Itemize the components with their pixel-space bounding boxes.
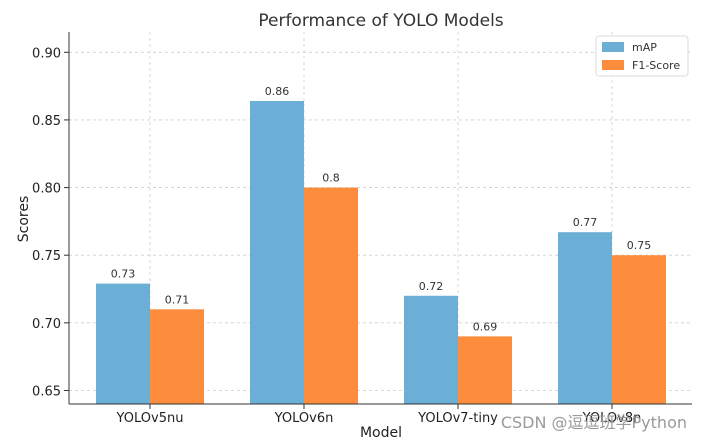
- bar-value-label: 0.75: [627, 239, 652, 252]
- y-ticks: 0.65 0.70 0.75 0.80 0.85 0.90: [32, 46, 69, 399]
- x-tick-label: YOLOv5nu: [116, 411, 184, 426]
- axes: [68, 32, 692, 405]
- bar-labels: 0.73 0.86 0.72 0.77 0.71 0.8 0.69 0.75: [111, 85, 652, 333]
- x-axis-label: Model: [360, 425, 402, 441]
- bar-f1-score: [304, 187, 358, 404]
- bar-f1-score: [150, 309, 204, 404]
- bar-map: [250, 100, 304, 405]
- y-tick-label: 0.80: [32, 182, 61, 197]
- bars: [96, 100, 666, 405]
- x-tick-label: YOLOv6n: [274, 411, 334, 426]
- legend-swatch: [602, 60, 624, 70]
- bar-value-label: 0.8: [322, 172, 340, 185]
- bar-f1-score: [612, 255, 666, 404]
- y-tick-label: 0.85: [32, 114, 61, 129]
- bar-value-label: 0.72: [419, 280, 444, 293]
- y-tick-label: 0.90: [32, 46, 61, 61]
- x-ticks: YOLOv5nu YOLOv6n YOLOv7-tiny YOLOv8n: [116, 404, 642, 426]
- legend-label: F1-Score: [632, 59, 680, 72]
- x-tick-label: YOLOv7-tiny: [417, 411, 498, 426]
- bar-f1-score: [458, 336, 512, 404]
- bar-map: [404, 295, 458, 404]
- bar-map: [96, 283, 150, 404]
- legend-swatch: [602, 42, 624, 52]
- bar-map: [558, 232, 612, 404]
- x-tick-label: YOLOv8n: [582, 411, 642, 426]
- y-axis-label: Scores: [16, 196, 32, 243]
- y-tick-label: 0.75: [32, 249, 61, 264]
- bar-value-label: 0.73: [111, 268, 136, 281]
- chart-title: Performance of YOLO Models: [258, 11, 503, 31]
- watermark: CSDN @逗逗班学Python: [500, 413, 687, 432]
- bar-value-label: 0.69: [473, 320, 498, 333]
- bar-value-label: 0.86: [265, 85, 290, 98]
- bar-value-label: 0.71: [165, 293, 190, 306]
- y-tick-label: 0.70: [32, 317, 61, 332]
- bar-value-label: 0.77: [573, 216, 598, 229]
- y-tick-label: 0.65: [32, 384, 61, 399]
- legend: mAP F1-Score: [595, 35, 689, 77]
- legend-label: mAP: [632, 41, 657, 54]
